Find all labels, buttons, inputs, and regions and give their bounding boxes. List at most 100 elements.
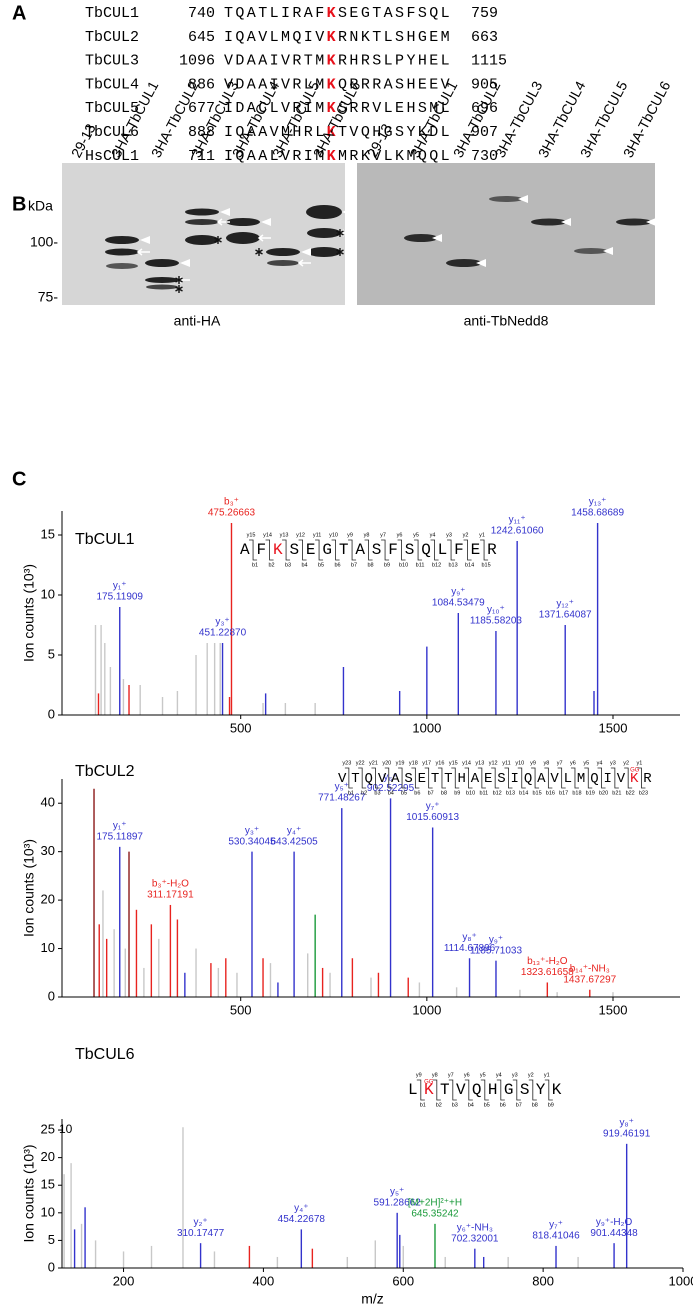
y-tick-label: 0 [48,1259,55,1274]
fragment-label: b2 [361,790,367,796]
fragment-bracket [344,767,353,789]
fragment-label: b12 [432,562,441,568]
fragment-label: y8 [364,532,370,538]
arrowhead [220,208,230,216]
fragment-label: y8 [543,760,549,766]
mz-label: 1323.61658 [521,967,574,978]
mz-label: 818.41046 [532,1231,580,1242]
fragment-label: y14 [263,532,272,538]
ion-label: y₈⁺ [619,1117,633,1128]
fragment-label: b7 [516,1102,522,1108]
sequence-part: RNKTLSHGEM [338,29,452,46]
asterisk [336,248,344,256]
mz-label: 919.46191 [603,1128,651,1139]
fragment-bracket [437,767,446,789]
blot-membrane [62,163,345,305]
arrow [297,259,311,267]
fragment-label: b23 [639,790,648,796]
fragment-label: b8 [532,1102,538,1108]
fragment-label: b7 [351,562,357,568]
mz-label: 1084.53479 [432,598,485,609]
sequence: VDAAIVRLMKQRRRASHEEV [224,76,452,93]
x-tick-label: 800 [532,1273,554,1288]
fragment-label: y19 [396,760,405,766]
sequence-part: IDACLVRIM [224,100,327,117]
band [306,205,342,219]
fragment-label: y13 [475,760,484,766]
x-tick-label: 200 [113,1273,135,1288]
asterisk [336,229,344,237]
arrowhead [646,218,656,226]
end-position: 907 [471,124,498,141]
modified-lysine: K [327,124,338,141]
fragment-label: y15 [449,760,458,766]
band [404,234,438,242]
fragment-bracket [432,1079,441,1101]
y-tick-label: 40 [41,795,55,810]
fragment-label: b15 [481,562,490,568]
mz-label: 771.48267 [318,793,366,804]
x-tick-label: 1000 [669,1273,693,1288]
fragment-label: y17 [422,760,431,766]
fragment-bracket [610,767,619,789]
modified-lysine: K [327,29,338,46]
peptide-part: L [408,1081,424,1099]
ion-label: y₂⁺ [194,1217,208,1228]
fragment-label: y2 [528,1072,534,1078]
asterisk [255,248,263,256]
ion-label: b₃⁺ [224,497,239,508]
protein-name: TbCUL1 [85,5,139,22]
mz-label: 1242.61060 [491,526,544,537]
ion-label: y₁₃⁺ [589,497,607,508]
fragment-label: b4 [388,790,394,796]
fragment-label: y7 [448,1072,454,1078]
x-tick-label: 400 [253,1273,275,1288]
asterisk [175,276,183,284]
mz-label: 454.22678 [278,1214,326,1225]
modified-lysine: K [327,5,338,22]
peptide-part: AF [240,541,273,559]
arrowhead [561,218,571,226]
mz-label: 1114.67896 [444,943,496,954]
fragment-bracket [384,767,393,789]
sequence-part: TQATLIRAF [224,5,327,22]
mz-label: 1185.58203 [470,616,523,627]
spectrum-title: TbCUL6 [75,1046,135,1063]
band [226,218,260,226]
peptide-part: SEGTASFSQLFER [289,541,503,559]
fragment-label: b6 [414,790,420,796]
arrowhead [432,234,442,242]
fragment-label: b17 [559,790,568,796]
ion-label: y₁⁺ [113,581,127,592]
fragment-bracket [544,1079,553,1101]
fragment-label: y2 [463,532,469,538]
ion-label: y₅⁺ [390,1186,404,1197]
start-position: 711 [188,148,215,165]
asterisk [175,285,183,293]
fragment-label: y1 [479,532,485,538]
fragment-label: y6 [397,532,403,538]
fragment-label: y23 [342,760,351,766]
sequence-part: IQAVLMQIV [224,29,327,46]
ion-label: y₆⁺-NH₃ [457,1222,493,1233]
y-tick-label: 20 [41,892,55,907]
blot-label: anti-HA [174,313,221,329]
protein-name: TbCUL2 [85,29,139,46]
band [574,248,608,254]
fragment-label: y10 [329,532,338,538]
fragment-label: b11 [416,562,425,568]
band [267,260,299,266]
panel-label: C [12,468,26,490]
y-tick-label: 0 [48,988,55,1003]
start-position: 645 [188,29,215,46]
mz-label: 451.22870 [199,628,247,639]
fragment-bracket [430,539,439,561]
spectrum-title: TbCUL2 [75,763,135,780]
x-tick-label: 600 [392,1273,414,1288]
panel-label: B [12,193,26,215]
fragment-bracket [464,1079,473,1101]
mz-label: 901.44348 [590,1228,638,1239]
y-tick-label: 15 [41,1177,55,1192]
band [266,248,300,256]
fragment-bracket [464,767,473,789]
